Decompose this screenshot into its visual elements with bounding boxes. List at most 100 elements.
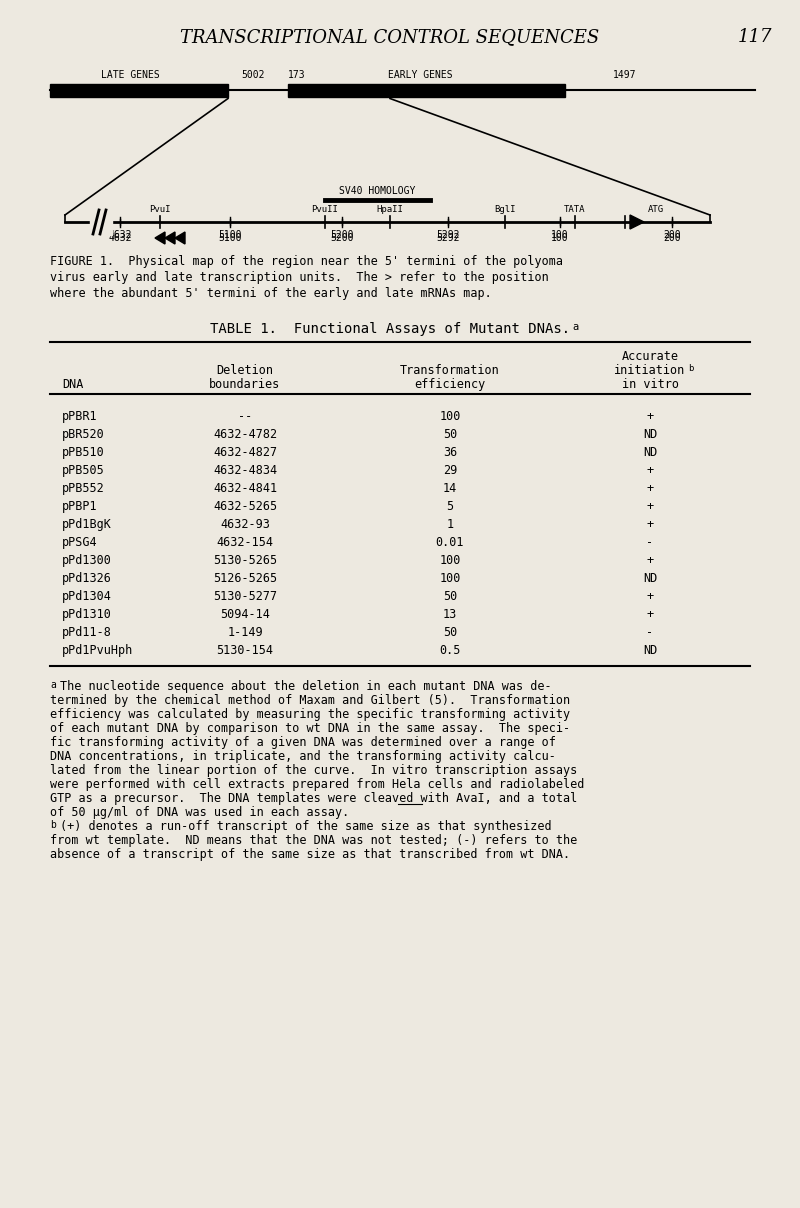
Text: +: +	[646, 482, 654, 495]
Text: -: -	[646, 626, 654, 639]
Text: pPd1310: pPd1310	[62, 608, 112, 621]
Text: pPB505: pPB505	[62, 464, 105, 477]
Text: where the abundant 5' termini of the early and late mRNAs map.: where the abundant 5' termini of the ear…	[50, 288, 492, 300]
Text: pPd1304: pPd1304	[62, 590, 112, 603]
Text: Transformation: Transformation	[400, 364, 500, 377]
Text: b: b	[50, 820, 56, 830]
Text: TABLE 1.  Functional Assays of Mutant DNAs.: TABLE 1. Functional Assays of Mutant DNA…	[210, 323, 570, 336]
Text: 100: 100	[551, 230, 569, 240]
Text: 117: 117	[738, 28, 772, 46]
Text: TATA: TATA	[564, 205, 586, 214]
Text: 4632: 4632	[108, 233, 132, 243]
Text: from wt template.  ND means that the DNA was not tested; (-) refers to the: from wt template. ND means that the DNA …	[50, 834, 578, 847]
Text: 14: 14	[443, 482, 457, 495]
Text: pPBR1: pPBR1	[62, 410, 98, 423]
Text: 5200: 5200	[330, 233, 354, 243]
Text: +: +	[646, 410, 654, 423]
Text: ND: ND	[643, 446, 657, 459]
Text: pPB552: pPB552	[62, 482, 105, 495]
Text: 0.01: 0.01	[436, 536, 464, 548]
Text: termined by the chemical method of Maxam and Gilbert (5).  Transformation: termined by the chemical method of Maxam…	[50, 695, 570, 707]
Text: Deletion: Deletion	[217, 364, 274, 377]
Text: 5094-14: 5094-14	[220, 608, 270, 621]
Text: 5130-154: 5130-154	[217, 644, 274, 657]
Text: of 50 μg/ml of DNA was used in each assay.: of 50 μg/ml of DNA was used in each assa…	[50, 806, 350, 819]
Text: 4632-4782: 4632-4782	[213, 428, 277, 441]
Text: +: +	[646, 500, 654, 513]
Text: --: --	[238, 410, 252, 423]
Text: TRANSCRIPTIONAL CONTROL SEQUENCES: TRANSCRIPTIONAL CONTROL SEQUENCES	[180, 28, 600, 46]
Text: 100: 100	[439, 554, 461, 567]
Text: a: a	[50, 680, 56, 690]
Text: +: +	[646, 554, 654, 567]
Text: in vitro: in vitro	[622, 378, 678, 391]
Text: were performed with cell extracts prepared from Hela cells and radiolabeled: were performed with cell extracts prepar…	[50, 778, 584, 791]
Text: 5292: 5292	[436, 233, 460, 243]
Text: DNA concentrations, in triplicate, and the transforming activity calcu-: DNA concentrations, in triplicate, and t…	[50, 750, 556, 763]
Text: pPd1326: pPd1326	[62, 573, 112, 585]
Text: +: +	[646, 518, 654, 532]
Text: DNA: DNA	[62, 378, 83, 391]
Text: 200: 200	[663, 233, 681, 243]
Text: ATG: ATG	[648, 205, 664, 214]
Text: HpaII: HpaII	[377, 205, 403, 214]
Text: FIGURE 1.  Physical map of the region near the 5' termini of the polyoma: FIGURE 1. Physical map of the region nea…	[50, 255, 563, 268]
Text: pBR520: pBR520	[62, 428, 105, 441]
Text: lated from the linear portion of the curve.  In vitro transcription assays: lated from the linear portion of the cur…	[50, 763, 578, 777]
Text: LATE GENES: LATE GENES	[101, 70, 159, 80]
Text: +: +	[646, 608, 654, 621]
Text: 5126-5265: 5126-5265	[213, 573, 277, 585]
Text: 1497: 1497	[614, 70, 637, 80]
Text: PvuI: PvuI	[150, 205, 170, 214]
Text: 200: 200	[663, 230, 681, 240]
Text: 5002: 5002	[242, 70, 265, 80]
Text: b: b	[688, 364, 694, 373]
Text: pPd1PvuHph: pPd1PvuHph	[62, 644, 134, 657]
Text: boundaries: boundaries	[210, 378, 281, 391]
Text: 1-149: 1-149	[227, 626, 263, 639]
Text: EARLY GENES: EARLY GENES	[388, 70, 452, 80]
Text: 50: 50	[443, 626, 457, 639]
Text: 36: 36	[443, 446, 457, 459]
Text: 29: 29	[443, 464, 457, 477]
Text: Accurate: Accurate	[622, 350, 678, 362]
Text: 173: 173	[288, 70, 306, 80]
Text: 100: 100	[551, 233, 569, 243]
Text: PvuII: PvuII	[311, 205, 338, 214]
Text: 4632-5265: 4632-5265	[213, 500, 277, 513]
Text: 0.5: 0.5	[439, 644, 461, 657]
Text: 5100: 5100	[218, 230, 242, 240]
Text: efficiency was calculated by measuring the specific transforming activity: efficiency was calculated by measuring t…	[50, 708, 570, 721]
Bar	[288, 83, 565, 97]
Bar	[50, 83, 228, 97]
Text: fic transforming activity of a given DNA was determined over a range of: fic transforming activity of a given DNA…	[50, 736, 556, 749]
Text: 100: 100	[439, 410, 461, 423]
Text: ND: ND	[643, 644, 657, 657]
Text: pPd1300: pPd1300	[62, 554, 112, 567]
Polygon shape	[175, 232, 185, 244]
Text: 5100: 5100	[218, 233, 242, 243]
Text: 5130-5265: 5130-5265	[213, 554, 277, 567]
Text: The nucleotide sequence about the deletion in each mutant DNA was de-: The nucleotide sequence about the deleti…	[60, 680, 552, 693]
Text: 50: 50	[443, 590, 457, 603]
Text: 100: 100	[439, 573, 461, 585]
Text: +: +	[646, 464, 654, 477]
Text: pPSG4: pPSG4	[62, 536, 98, 548]
Text: 4632-4834: 4632-4834	[213, 464, 277, 477]
Text: 4632: 4632	[108, 230, 132, 240]
Text: SV40 HOMOLOGY: SV40 HOMOLOGY	[339, 186, 416, 196]
Text: absence of a transcript of the same size as that transcribed from wt DNA.: absence of a transcript of the same size…	[50, 848, 570, 861]
Text: 1: 1	[446, 518, 454, 532]
Text: pPd1BgK: pPd1BgK	[62, 518, 112, 532]
Text: of each mutant DNA by comparison to wt DNA in the same assay.  The speci-: of each mutant DNA by comparison to wt D…	[50, 722, 570, 734]
Text: +: +	[646, 590, 654, 603]
Text: 4632-4827: 4632-4827	[213, 446, 277, 459]
Text: 4632-154: 4632-154	[217, 536, 274, 548]
Text: 5: 5	[446, 500, 454, 513]
Text: ND: ND	[643, 428, 657, 441]
Bar	[90, 209, 112, 236]
Text: 5130-5277: 5130-5277	[213, 590, 277, 603]
Text: -: -	[646, 536, 654, 548]
Text: 50: 50	[443, 428, 457, 441]
Text: BglI: BglI	[494, 205, 516, 214]
